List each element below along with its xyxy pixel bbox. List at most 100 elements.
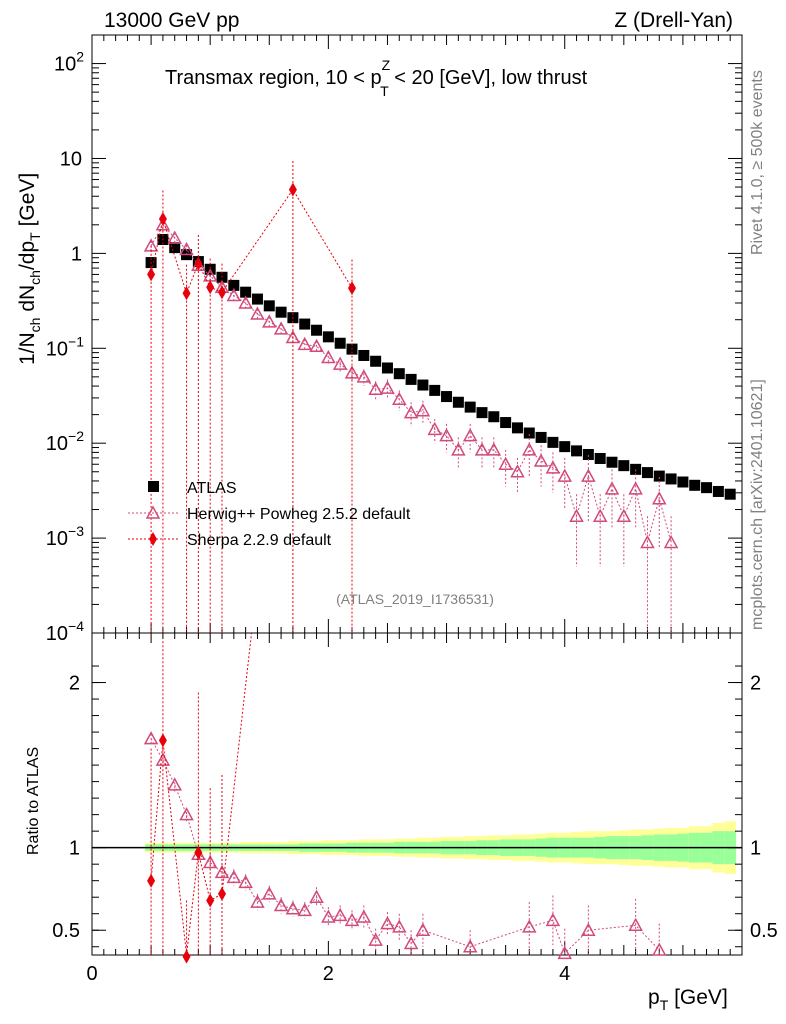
ylabel-c: /dp (16, 241, 39, 270)
ratio-herwig-point (628, 917, 643, 932)
atlas-data-point (334, 337, 346, 349)
ratio-herwig-point (392, 919, 407, 933)
atlas-data-point (547, 436, 559, 448)
ratio-herwig-point (285, 901, 301, 915)
ratio-herwig-point (332, 907, 348, 922)
sherpa-data-point (147, 267, 156, 282)
ratio-herwig-point (273, 897, 289, 912)
herwig-data-point (368, 381, 383, 396)
rivet-label: Rivet 4.1.0, ≥ 500k events (749, 70, 766, 255)
ratio-herwig-point (380, 916, 395, 930)
legend-label-herwig: Herwig++ Powheg 2.5.2 default (187, 506, 411, 523)
ratio-sherpa-point (206, 893, 215, 908)
atlas-data-point (417, 379, 429, 391)
herwig-data-point (581, 468, 596, 482)
atlas-data-point (311, 324, 323, 336)
ratio-herwig-point (321, 909, 336, 923)
ratio-herwig-point (226, 869, 242, 884)
atlas-data-point (535, 431, 547, 443)
herwig-data-point (226, 287, 242, 302)
herwig-data-point (462, 428, 478, 442)
title-pre: Transmax region, 10 < p (165, 67, 382, 89)
ratio-herwig-point (202, 854, 218, 869)
atlas-data-point (677, 476, 689, 488)
ratio-herwig-point (262, 886, 277, 900)
herwig-data-point (273, 321, 289, 335)
ratio-y-tick-label: 0.5 (52, 920, 80, 942)
herwig-data-point (250, 306, 265, 320)
herwig-data-point (380, 380, 395, 394)
herwig-data-point (604, 481, 620, 495)
y-tick-label: 10−1 (46, 333, 84, 360)
herwig-data-point (510, 464, 525, 478)
atlas-data-point (429, 384, 441, 396)
herwig-data-point (403, 405, 419, 419)
ratio-panel-frame (91, 632, 743, 956)
atlas-data-point (464, 401, 476, 413)
legend-marker-atlas (148, 481, 159, 492)
ratio-y-tick-label: 1 (69, 838, 80, 860)
sherpa-data-point (218, 285, 226, 300)
atlas-data-point (594, 452, 606, 464)
ratio-sherpa-point (194, 845, 203, 860)
ylabel-b: dN (16, 285, 39, 318)
ratio-herwig-point (462, 939, 478, 953)
herwig-data-point (533, 453, 549, 467)
herwig-data-point (486, 442, 502, 456)
atlas-data-point (476, 407, 488, 419)
atlas-data-point (452, 396, 464, 408)
x-tick-label: 0 (86, 963, 97, 985)
atlas-data-point (606, 456, 618, 468)
ratio-sherpa-point (218, 886, 226, 901)
y-tick-label: 10 (60, 148, 82, 170)
herwig-data-point (167, 230, 182, 244)
sherpa-data-point (348, 281, 356, 296)
ylabel-d: [GeV] (16, 173, 39, 233)
analysis-watermark: (ATLAS_2019_I1736531) (336, 591, 494, 607)
ratio-herwig-point (167, 777, 182, 791)
sherpa-data-point (182, 286, 191, 301)
atlas-data-point (405, 373, 417, 385)
atlas-data-point (511, 422, 523, 434)
xlabel-a: p (648, 986, 660, 1009)
atlas-data-point (322, 331, 334, 343)
ratio-herwig-point (403, 935, 419, 950)
title-sub: T (380, 83, 389, 99)
atlas-data-point (393, 368, 405, 380)
x-tick-label: 2 (323, 963, 334, 985)
herwig-data-point (309, 338, 324, 353)
main-panel: 102 10 1 10−1 10−2 10−3 10−4 (46, 34, 743, 645)
mcplots-label: mcplots.cern.ch [arXiv:2401.10621] (749, 379, 766, 630)
ratio-herwig-point (214, 864, 230, 879)
atlas-data-point (275, 306, 287, 318)
atlas-data-point (169, 242, 181, 254)
title-post: < 20 [GeV], low thrust (389, 67, 588, 89)
herwig-data-point (663, 534, 679, 549)
herwig-data-point (238, 295, 253, 309)
legend-marker-herwig (145, 505, 161, 519)
atlas-data-point (665, 473, 677, 485)
ylabel-a: 1/N (16, 332, 39, 365)
ratio-herwig-point (309, 889, 324, 903)
ratio-herwig-point (179, 807, 194, 821)
herwig-data-point (155, 217, 171, 231)
ratio-herwig-point (297, 902, 312, 917)
atlas-data-point (653, 470, 665, 482)
atlas-data-point (559, 441, 571, 453)
header-left: 13000 GeV pp (104, 9, 239, 32)
ratio-y-tick-label-right: 0.5 (750, 920, 778, 942)
atlas-data-point (701, 482, 713, 494)
atlas-data-point (641, 467, 653, 479)
y-tick-label: 1 (71, 243, 82, 265)
ratio-herwig-point (344, 912, 360, 927)
herwig-data-point (451, 442, 466, 456)
atlas-data-point (240, 286, 252, 298)
atlas-data-point (571, 445, 583, 457)
herwig-data-point (262, 314, 277, 328)
ratio-herwig-point (155, 752, 171, 766)
y-tick-label: 10−2 (46, 428, 84, 455)
ratio-y-tick-label: 2 (69, 673, 80, 695)
herwig-data-point (415, 403, 431, 417)
xlabel-b: [GeV] (668, 986, 728, 1009)
herwig-data-point (498, 456, 513, 470)
